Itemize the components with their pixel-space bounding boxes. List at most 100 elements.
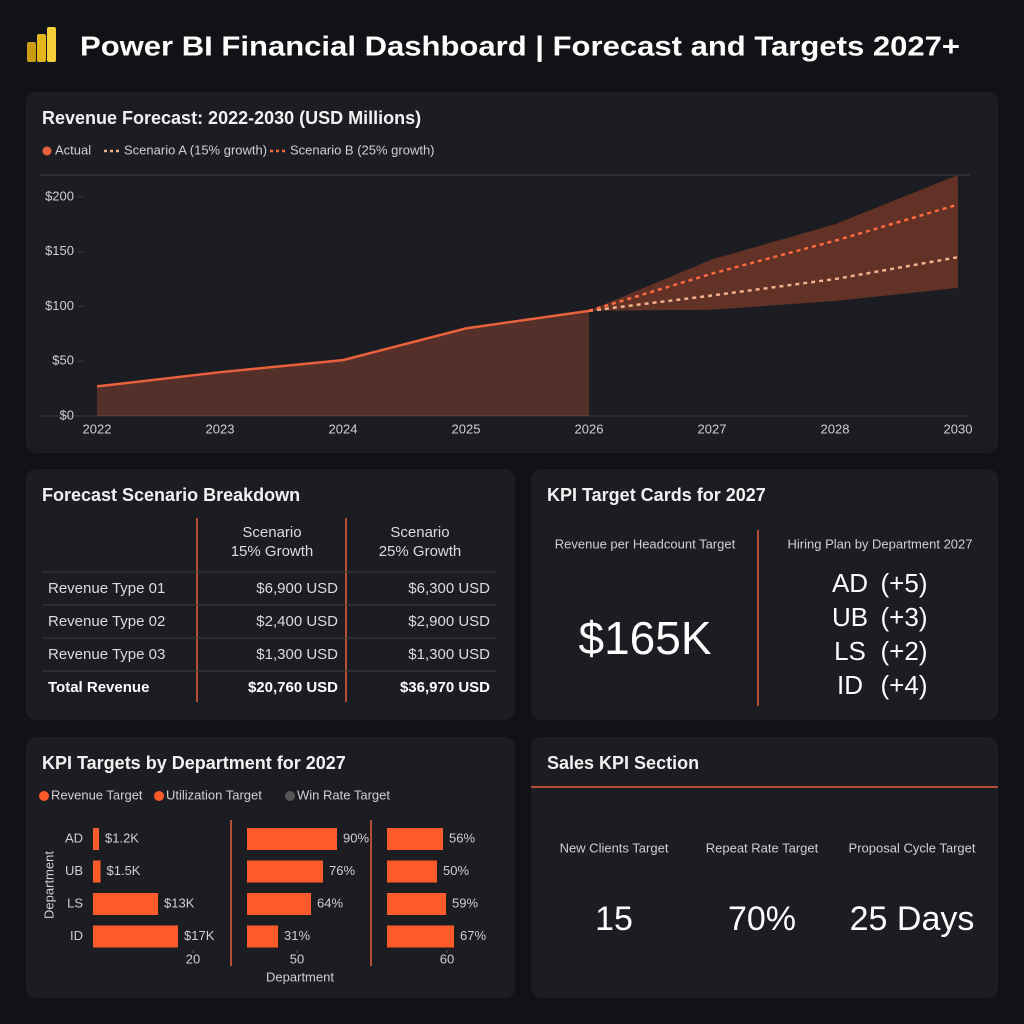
value-label: $17K <box>184 928 215 943</box>
chart-title: KPI Targets by Department for 2027 <box>42 753 346 773</box>
x-tick-label: 2025 <box>452 421 481 436</box>
table-title: Forecast Scenario Breakdown <box>42 485 300 505</box>
card-title: KPI Target Cards for 2027 <box>547 485 766 505</box>
bar <box>247 828 337 850</box>
x-tick-label: 2027 <box>698 421 727 436</box>
hiring-dept: LS <box>834 636 866 666</box>
row-label: Revenue Type 02 <box>48 613 165 630</box>
x-tick-label: 2022 <box>83 421 112 436</box>
category-label: LS <box>67 895 83 910</box>
actual-area <box>97 310 589 416</box>
column-header: Scenario <box>390 524 449 541</box>
kpi-card-panel <box>531 469 998 720</box>
bar <box>387 925 454 948</box>
chart-title: Revenue Forecast: 2022-2030 (USD Million… <box>42 108 421 128</box>
row-label: Total Revenue <box>48 679 149 696</box>
x-tick-label: 2024 <box>329 421 358 436</box>
cell-value: $1,300 USD <box>408 646 490 663</box>
hiring-dept: AD <box>832 568 868 598</box>
hiring-change: (+5) <box>881 568 928 598</box>
series-line <box>588 203 959 313</box>
forecast-band <box>589 175 958 311</box>
series-line <box>96 309 590 388</box>
x-tick-label: 2028 <box>821 421 850 436</box>
bar <box>93 828 99 850</box>
cell-value: $6,900 USD <box>256 580 338 597</box>
x-axis-label: Department <box>266 969 334 984</box>
cell-value: $20,760 USD <box>248 679 338 696</box>
value-label: 31% <box>284 928 310 943</box>
x-tick-label: 2030 <box>944 421 973 436</box>
legend-swatch <box>42 146 52 156</box>
card-value: $165K <box>578 612 711 664</box>
cell-value: $2,900 USD <box>408 613 490 630</box>
x-tick-label: 2023 <box>206 421 235 436</box>
kpi-label: Repeat Rate Target <box>706 840 819 855</box>
value-label: 90% <box>343 830 369 845</box>
value-label: 50% <box>443 863 469 878</box>
content: Revenue Forecast: 2022-2030 (USD Million… <box>39 108 998 984</box>
kpi-label: Proposal Cycle Target <box>849 840 976 855</box>
category-label: ID <box>70 928 83 943</box>
legend-swatch <box>39 791 49 801</box>
row-label: Revenue Type 03 <box>48 646 165 663</box>
bar <box>247 893 311 915</box>
value-label: 59% <box>452 895 478 910</box>
row-label: Revenue Type 01 <box>48 580 165 597</box>
bar <box>387 893 446 915</box>
value-label: 64% <box>317 895 343 910</box>
cell-value: $36,970 USD <box>400 679 490 696</box>
bar <box>387 860 437 883</box>
table-panel <box>26 469 515 720</box>
cell-value: $1,300 USD <box>256 646 338 663</box>
legend-label: Actual <box>55 142 91 157</box>
legend-swatch <box>285 791 295 801</box>
forecast-panel <box>26 92 998 453</box>
bar <box>93 925 178 948</box>
bar <box>247 925 278 948</box>
series-line <box>588 255 959 313</box>
value-label: $13K <box>164 895 195 910</box>
dashboard-title: Power BI Financial Dashboard | Forecast … <box>80 30 960 61</box>
hiring-change: (+4) <box>881 670 928 700</box>
legend-label: Scenario A (15% growth) <box>124 142 267 157</box>
legend-swatch <box>154 791 164 801</box>
y-tick-label: $150 <box>45 243 74 258</box>
column-header: Scenario <box>242 524 301 541</box>
legend-label: Utilization Target <box>166 787 262 802</box>
kpi-label: New Clients Target <box>560 840 669 855</box>
y-tick-label: $100 <box>45 298 74 313</box>
kpi-value: 25 Days <box>850 900 975 938</box>
value-label: $1.5K <box>107 863 141 878</box>
legend-label: Scenario B (25% growth) <box>290 142 435 157</box>
hiring-change: (+3) <box>881 602 928 632</box>
card-label: Hiring Plan by Department 2027 <box>788 536 973 551</box>
x-tick-label: 50 <box>290 951 304 966</box>
value-label: 67% <box>460 928 486 943</box>
column-header: 25% Growth <box>379 543 462 560</box>
bar <box>93 893 158 915</box>
section-title: Sales KPI Section <box>547 753 699 773</box>
hiring-change: (+2) <box>881 636 928 666</box>
cell-value: $2,400 USD <box>256 613 338 630</box>
hiring-dept: UB <box>832 602 868 632</box>
value-label: 76% <box>329 863 355 878</box>
x-tick-label: 2026 <box>575 421 604 436</box>
kpi-value: 15 <box>595 900 633 938</box>
y-axis-label: Department <box>41 851 56 919</box>
y-tick-label: $0 <box>60 407 74 422</box>
value-label: $1.2K <box>105 830 139 845</box>
legend-label: Win Rate Target <box>297 787 390 802</box>
category-label: AD <box>65 830 83 845</box>
value-label: 56% <box>449 830 475 845</box>
app-icon <box>27 27 56 62</box>
hiring-dept: ID <box>837 670 863 700</box>
cell-value: $6,300 USD <box>408 580 490 597</box>
bar <box>247 860 323 883</box>
column-header: 15% Growth <box>231 543 314 560</box>
x-tick-label: 60 <box>440 951 454 966</box>
y-tick-label: $200 <box>45 188 74 203</box>
y-tick-label: $50 <box>52 353 74 368</box>
category-label: UB <box>65 863 83 878</box>
